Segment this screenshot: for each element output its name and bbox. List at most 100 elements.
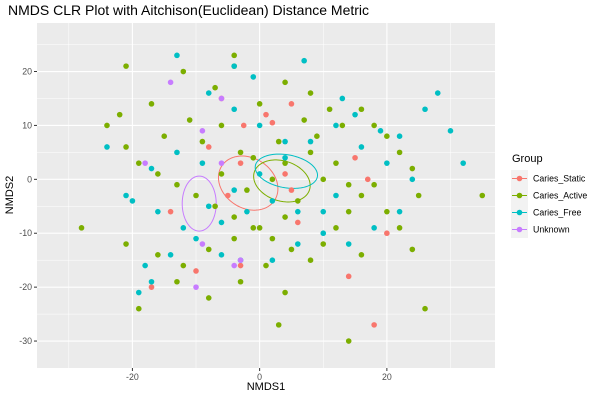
point-caries-active [415, 192, 422, 199]
point-caries-static [193, 268, 199, 274]
point-caries-static [205, 144, 212, 150]
point-caries-free [358, 144, 365, 150]
point-caries-free [256, 122, 263, 129]
point-unknown [218, 160, 225, 166]
point-caries-active [135, 305, 142, 312]
point-caries-free [333, 192, 339, 199]
x-tick-label: -20 [126, 372, 139, 382]
y-tick-label: -20 [19, 282, 32, 292]
y-tick-label: -30 [19, 336, 32, 346]
point-caries-free [384, 160, 390, 166]
point-caries-active [307, 149, 314, 156]
point-caries-active [180, 262, 187, 269]
point-caries-active [193, 192, 199, 199]
axis-ticks: -20 0 20 -30 -20 -10 0 10 20 [19, 67, 392, 382]
point-caries-static [384, 230, 390, 237]
point-caries-active [231, 214, 237, 220]
point-caries-active [345, 181, 352, 188]
point-caries-active [256, 101, 263, 107]
legend-key-point-caries-active [516, 192, 523, 199]
point-caries-free [434, 90, 441, 96]
point-caries-active [78, 225, 85, 231]
point-caries-active [250, 225, 257, 231]
point-unknown [231, 262, 237, 269]
point-caries-active [116, 111, 123, 118]
point-caries-active [161, 133, 168, 140]
point-caries-free [377, 128, 384, 134]
point-caries-free [256, 171, 263, 177]
point-caries-free [167, 251, 174, 258]
legend-title: Group [512, 153, 543, 165]
point-caries-active [250, 154, 257, 161]
point-caries-active [205, 246, 212, 253]
group-ellipses [181, 153, 319, 232]
point-caries-free [155, 208, 161, 215]
point-caries-free [447, 128, 454, 134]
x-tick-label: 0 [257, 372, 262, 382]
point-caries-free [205, 203, 212, 210]
point-caries-free [218, 219, 225, 226]
data-points [78, 52, 486, 344]
point-caries-free [104, 144, 110, 150]
point-caries-active [339, 122, 346, 129]
point-caries-active [269, 176, 276, 183]
point-caries-active [479, 192, 486, 199]
point-caries-active [180, 68, 187, 75]
point-caries-active [288, 246, 295, 253]
point-caries-free [231, 106, 237, 113]
point-caries-free [396, 133, 403, 140]
point-caries-free [129, 198, 136, 204]
point-caries-static [167, 208, 174, 215]
grid-lines [37, 23, 495, 368]
point-caries-static [269, 119, 276, 126]
point-caries-free [174, 52, 180, 59]
point-caries-active [409, 246, 416, 253]
point-caries-static [225, 192, 231, 199]
y-tick-label: 0 [27, 174, 32, 184]
point-caries-active [396, 225, 403, 231]
point-caries-free [244, 208, 250, 215]
point-caries-static [237, 262, 244, 269]
point-caries-active [199, 138, 206, 145]
point-caries-static [345, 273, 352, 280]
point-caries-active [256, 225, 263, 231]
point-caries-free [345, 241, 352, 247]
point-caries-active [205, 295, 212, 301]
x-tick-label: 20 [382, 372, 392, 382]
legend-items: Caries_Static Caries_Active Caries_Free Unk… [511, 170, 587, 238]
point-caries-active [345, 208, 352, 215]
point-caries-active [384, 133, 390, 140]
point-caries-active [237, 278, 244, 285]
point-caries-active [186, 117, 193, 123]
point-caries-free [282, 154, 288, 161]
legend-key-point-caries-static [516, 175, 523, 182]
point-caries-free [250, 74, 257, 80]
point-unknown [142, 160, 148, 166]
point-caries-free [180, 225, 187, 231]
point-caries-active [396, 149, 403, 156]
point-caries-active [409, 165, 416, 172]
point-caries-free [218, 251, 225, 258]
point-caries-active [282, 160, 288, 166]
point-caries-free [135, 289, 142, 296]
point-caries-active [123, 63, 129, 69]
point-caries-active [212, 84, 218, 91]
point-caries-active [333, 160, 339, 166]
point-caries-static [295, 219, 301, 226]
point-caries-active [231, 52, 237, 59]
point-caries-active [371, 122, 377, 129]
point-caries-free [320, 230, 327, 237]
point-caries-active [244, 187, 250, 193]
point-caries-active [301, 117, 307, 123]
point-caries-active [275, 138, 282, 145]
point-caries-active [275, 322, 282, 328]
point-caries-active [218, 122, 225, 129]
point-unknown [199, 241, 206, 247]
point-caries-free [199, 160, 206, 166]
point-caries-active [104, 122, 110, 129]
point-caries-static [352, 154, 358, 161]
point-caries-active [155, 251, 161, 258]
point-caries-active [295, 198, 301, 204]
point-caries-free [142, 262, 148, 269]
